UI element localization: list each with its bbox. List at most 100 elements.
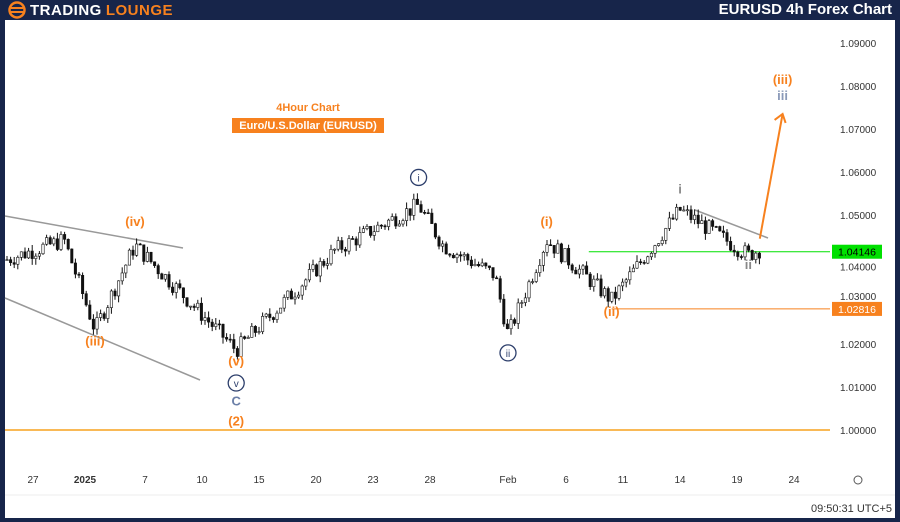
x-tick-label: 27: [27, 475, 39, 486]
candle-body: [289, 290, 293, 300]
candle-body: [178, 283, 182, 289]
candle-body: [19, 251, 23, 258]
candle-body: [588, 273, 592, 287]
x-tick-label: 14: [674, 475, 686, 486]
candle-body: [754, 252, 758, 260]
candle-body: [649, 253, 653, 258]
candle-body: [423, 212, 427, 214]
candle-body: [156, 265, 160, 275]
candle-body: [675, 206, 679, 220]
candle-body: [124, 264, 128, 274]
candle-body: [541, 252, 545, 266]
candle-body: [95, 317, 99, 330]
candle-body: [617, 285, 621, 299]
wave-label: (v): [228, 354, 244, 369]
header-bar: TRADING LOUNGE EURUSD 4h Forex Chart: [0, 0, 900, 20]
chart-area[interactable]: [5, 20, 895, 518]
candle-body: [365, 225, 369, 229]
candle-body: [595, 278, 599, 281]
candle-body: [757, 252, 761, 259]
candle-body: [70, 248, 74, 264]
candle-body: [84, 293, 88, 306]
candle-body: [477, 264, 481, 267]
price-badge: [832, 301, 882, 316]
candle-body: [516, 302, 520, 324]
candle-body: [34, 255, 38, 259]
candle-body: [419, 204, 423, 213]
chart-heading: 4Hour Chart: [276, 102, 340, 114]
candle-body: [315, 264, 319, 277]
candle-body: [163, 274, 167, 280]
candle-body: [574, 269, 578, 275]
candle-body: [379, 224, 383, 227]
candle-body: [120, 272, 124, 282]
candle-body: [534, 272, 538, 282]
candle-body: [736, 251, 740, 257]
candle-body: [624, 279, 628, 283]
candle-body: [358, 232, 362, 246]
candle-body: [527, 281, 531, 299]
wave-label: (iii): [85, 333, 105, 348]
candle-body: [721, 230, 725, 233]
settings-icon[interactable]: [853, 475, 863, 485]
x-tick-label: Feb: [499, 475, 517, 486]
candle-body: [300, 285, 304, 296]
arrow-head-icon: [774, 112, 787, 124]
candle-body: [505, 323, 509, 330]
candle-body: [714, 226, 718, 228]
candle-body: [441, 243, 445, 247]
candle-body: [185, 297, 189, 307]
candle-body: [181, 287, 185, 298]
candle-body: [628, 271, 632, 281]
chart-subtitle: Euro/U.S.Dollar (EURUSD): [239, 120, 377, 132]
logo-icon: [8, 1, 26, 19]
candle-body: [232, 339, 236, 349]
candle-body: [102, 313, 106, 319]
wave-label: v: [234, 379, 239, 390]
candle-body: [513, 319, 517, 324]
candle-body: [343, 249, 347, 252]
candle-body: [304, 279, 308, 287]
candle-body: [739, 256, 743, 258]
candle-body: [59, 234, 63, 250]
candle-body: [268, 313, 272, 318]
wave-label: C: [232, 393, 242, 408]
candle-body: [109, 290, 113, 308]
candle-body: [592, 278, 596, 287]
candle-body: [703, 220, 707, 234]
candle-body: [631, 267, 635, 273]
candle-body: [498, 278, 502, 300]
candle-body: [570, 264, 574, 271]
candle-body: [271, 317, 275, 320]
candle-body: [214, 323, 218, 327]
candle-body: [174, 283, 178, 293]
candle-body: [444, 243, 448, 255]
candle-body: [88, 304, 92, 320]
candle-body: [718, 226, 722, 232]
candle-body: [426, 212, 430, 214]
candle-body: [196, 302, 200, 308]
candle-body: [671, 217, 675, 220]
candle-body: [408, 208, 412, 216]
candle-body: [117, 280, 121, 297]
candle-body: [333, 248, 337, 251]
wave-label: (2): [228, 414, 244, 429]
candle-body: [9, 259, 13, 263]
candle-body: [376, 224, 380, 233]
candle-body: [567, 248, 571, 266]
price-badge-label: 1.04146: [838, 247, 876, 259]
candle-body: [549, 244, 553, 247]
candle-body: [433, 223, 437, 238]
candle-body: [210, 321, 214, 327]
candle-body: [484, 262, 488, 267]
candle-body: [660, 240, 664, 244]
wave-circle: [227, 374, 245, 392]
candle-body: [279, 307, 283, 314]
candle-body: [138, 243, 142, 246]
candle-body: [455, 254, 459, 259]
candle-body: [563, 248, 567, 263]
candle-body: [347, 238, 351, 252]
wave-label: (i): [541, 214, 553, 229]
candle-body: [451, 254, 455, 259]
